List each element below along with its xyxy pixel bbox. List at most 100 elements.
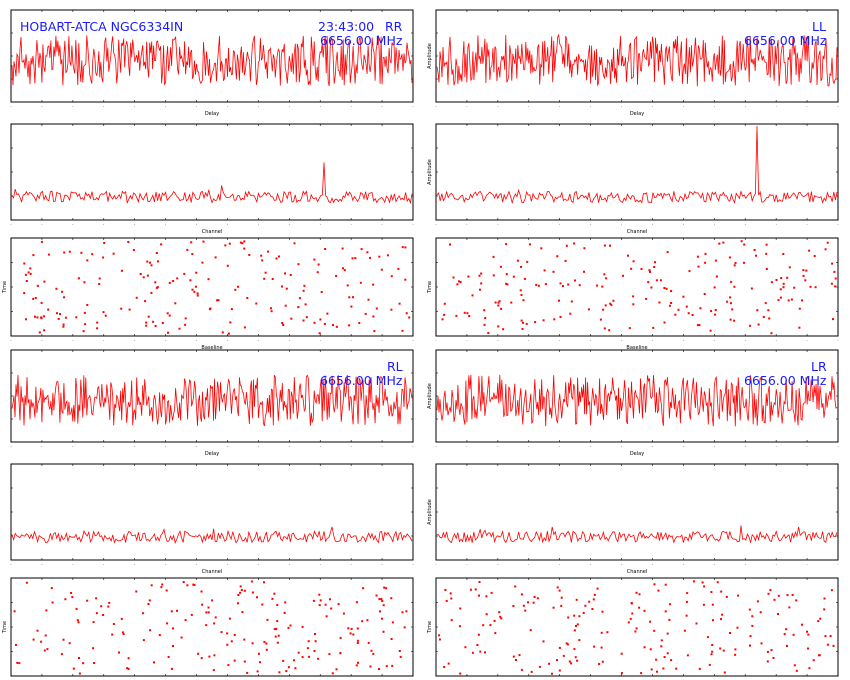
plot-lr-delay-xtick-label: ·	[714, 444, 715, 449]
plot-rr-time-point	[243, 240, 246, 243]
plot-lr-time-point	[500, 617, 503, 620]
plot-rl-time-xtick-label: ·	[196, 678, 197, 680]
plot-rr-time-point	[372, 283, 375, 286]
plot-lr-time-point	[643, 646, 646, 649]
plot-lr-time-point	[630, 602, 633, 604]
plot-rl-time-point	[357, 661, 359, 664]
plot-rr-time-point	[102, 256, 105, 259]
plot-lr-channel-xtick-label: ·	[528, 562, 529, 567]
plot-rr-delay-trace	[11, 35, 413, 87]
plot-rl-time-point	[276, 620, 279, 623]
plot-rr-time-point	[285, 287, 288, 290]
plot-lr-channel-ylabel: Amplitude	[427, 499, 433, 525]
plot-rl-time-point	[153, 661, 155, 664]
plot-rr-time-point	[98, 277, 101, 280]
plot-rl-time-point	[201, 603, 204, 606]
plot-ll-time-xtick-label: ·	[435, 338, 436, 343]
plot-ll-time-xtick-label: ·	[745, 338, 746, 343]
plot-ll-time-point	[652, 326, 655, 329]
plot-lr-time-point	[788, 606, 791, 609]
plot-rr-time-point	[255, 302, 258, 305]
plot-ll-time-point	[767, 309, 770, 312]
plot-ll-time-point	[648, 269, 651, 272]
plot-lr-time-point	[773, 598, 776, 601]
plot-rl-time-point	[82, 662, 85, 665]
plot-rl-time-point	[241, 611, 244, 614]
plot-lr-time-point	[538, 665, 541, 668]
plot-rr-time-frame	[10, 237, 414, 337]
plot-rl-time-point	[239, 585, 242, 588]
plot-rl-time-xtick-label: ·	[289, 678, 290, 680]
plot-ll-delay-xtick-label: ·	[714, 104, 715, 109]
plot-rl-time-point	[40, 640, 43, 643]
plot-rr-time-point	[29, 267, 32, 270]
plot-ll-time-point	[762, 316, 765, 318]
plot-ll-time-point	[499, 265, 502, 268]
plot-lr-time-point	[777, 613, 779, 615]
plot-lr-time-xtick-label: ·	[497, 678, 498, 680]
plot-rr-time-xtick-label: ·	[351, 338, 352, 343]
plot-lr-time-point	[520, 593, 523, 596]
plot-ll-time-point	[726, 300, 729, 303]
plot-ll-time-point	[699, 307, 702, 310]
plot-ll-time-point	[556, 255, 559, 258]
plot-rl-time-point	[287, 666, 290, 669]
plot-ll-time-point	[604, 304, 607, 307]
plot-rl-time-point	[356, 642, 359, 644]
plot-rr-time-point	[193, 290, 196, 293]
plot-lr-time-point	[445, 599, 448, 602]
plot-ll-time-point	[658, 301, 661, 304]
plot-ll-time-point	[483, 309, 486, 312]
plot-rl-time-point	[207, 611, 210, 614]
plot-ll-time-point	[497, 304, 500, 307]
plot-ll-time-point	[765, 243, 768, 246]
plot-rr-channel-xtick-label: ·	[10, 222, 11, 227]
plot-rr-time-point	[145, 324, 148, 327]
plot-lr-time-point	[830, 589, 833, 592]
plot-rr-time-point	[401, 329, 404, 332]
plot-lr-time-point	[711, 644, 714, 646]
plot-rl-time-point	[142, 639, 145, 642]
plot-ll-time-xtick-label: ·	[806, 338, 807, 343]
plot-lr-delay-xtick-label: ·	[435, 444, 436, 449]
plot-rr-delay-xlabel: Delay	[205, 111, 219, 117]
plot-rr-channel-frame	[10, 123, 414, 221]
plot-rl-time-point	[361, 620, 364, 623]
plot-lr-time-point	[812, 659, 815, 662]
plot-rr-time-point	[68, 250, 71, 253]
plot-lr-time-point	[536, 597, 539, 600]
plot-rr-time-point	[147, 315, 150, 318]
plot-lr-time-point	[494, 632, 497, 635]
plot-rr-delay-xtick-label: ·	[196, 104, 197, 109]
plot-rr-delay-xtick-label: ·	[351, 104, 352, 109]
plot-rr-time-point	[102, 311, 105, 314]
plot-ll-time-point	[603, 273, 606, 276]
plot-lr-time-point	[635, 627, 638, 630]
plot-ll-time-point	[583, 270, 585, 273]
plot-rr-time-point	[319, 318, 322, 321]
plot-lr-time-point	[734, 653, 737, 656]
plot-lr-time-point	[749, 644, 751, 647]
plot-rr-time-point	[263, 277, 266, 280]
plot-rr-time-point	[230, 308, 233, 311]
plot-rl-time-point	[243, 660, 246, 663]
plot-ll-time-point	[757, 323, 760, 326]
plot-lr-delay-xtick-label: ·	[528, 444, 529, 449]
plot-rl-time-point	[127, 668, 130, 670]
plot-rr-time-point	[366, 251, 369, 254]
plot-rl-time-point	[282, 659, 285, 662]
plot-rl-time-point	[184, 619, 187, 622]
plot-ll-time-point	[569, 312, 572, 315]
plot-rr-channel-xtick-label: ·	[134, 222, 135, 227]
plot-lr-time-point	[649, 648, 652, 651]
plot-rr-time-point	[191, 288, 194, 291]
plot-rl-time-point	[200, 590, 203, 593]
plot-ll-time-point	[498, 300, 501, 303]
plot-rr-time-point	[183, 272, 186, 275]
plot-lr-time-point	[482, 624, 485, 627]
plot-lr-channel-xtick-label: ·	[683, 562, 684, 567]
plot-rl-time-point	[251, 591, 254, 594]
plot-ll-time-point	[768, 317, 771, 320]
plot-rr-time-point	[142, 276, 145, 279]
plot-ll-time-point	[824, 248, 827, 251]
